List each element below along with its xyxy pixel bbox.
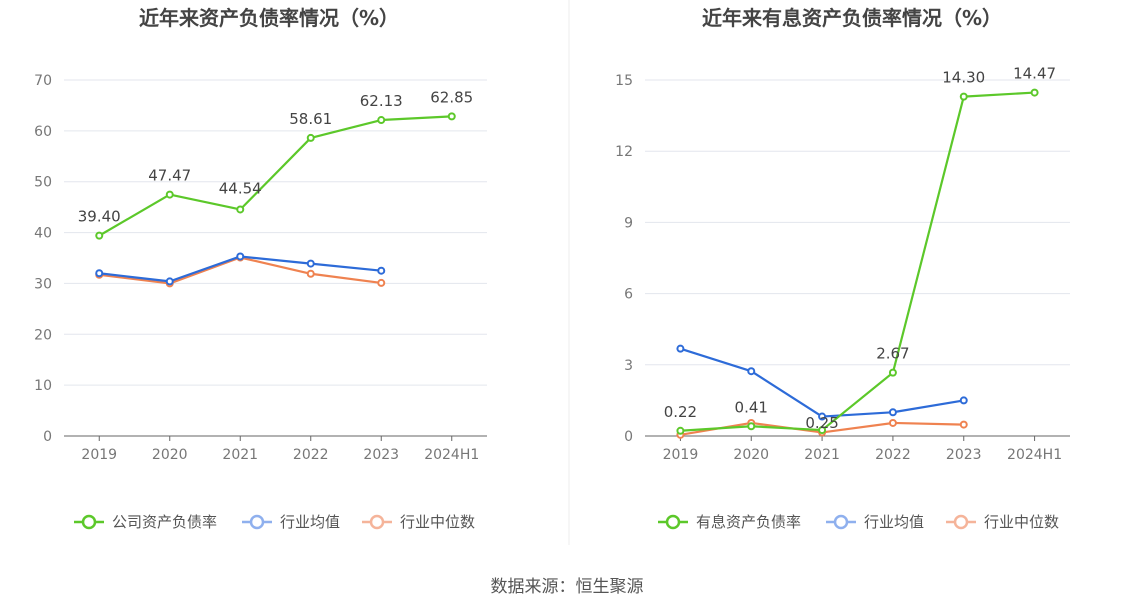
y-tick-label: 30 [34,276,52,292]
legend-swatch-marker [953,514,969,530]
data-point [959,92,968,101]
legend-swatch-marker [81,514,97,530]
data-point [306,269,315,278]
legend-swatch-marker [249,514,265,530]
x-tick-label: 2023 [946,447,982,463]
data-point [676,344,685,353]
data-point [959,396,968,405]
legend-item-1: 行业均值 [826,513,924,531]
data-point [236,252,245,261]
data-label: 14.30 [942,69,985,87]
series-line-0 [98,115,452,237]
y-tick-label: 20 [34,327,52,343]
y-tick-label: 40 [34,226,52,242]
data-point [236,205,245,214]
data-point [306,133,315,142]
y-tick-label: 3 [624,358,633,374]
data-label: 47.47 [148,167,191,185]
x-tick-label: 2020 [733,447,769,463]
legend-swatch-marker [665,514,681,530]
x-tick-label: 2022 [875,447,911,463]
legend-label: 有息资产负债率 [696,513,801,531]
data-label: 0.25 [805,414,838,432]
data-label: 2.67 [876,345,909,363]
legend-label: 行业均值 [280,513,340,531]
data-point [747,367,756,376]
data-point [377,116,386,125]
y-tick-label: 6 [624,287,633,303]
chart-title: 近年来有息资产负债率情况（%） [702,6,1002,30]
data-point [888,368,897,377]
legend-item-2: 行业中位数 [362,513,475,531]
legend-swatch-marker [369,514,385,530]
x-tick-label: 2021 [804,447,840,463]
data-label: 62.85 [430,88,473,106]
data-label: 0.22 [664,403,697,421]
data-point [165,277,174,286]
data-point [888,418,897,427]
x-tick-label: 2024H1 [1007,447,1062,463]
data-point [959,420,968,429]
x-tick-label: 2021 [222,447,258,463]
legend-label: 行业中位数 [400,513,475,531]
x-tick-label: 2022 [293,447,329,463]
data-point [1030,88,1039,97]
data-point [306,259,315,268]
chart-title: 近年来资产负债率情况（%） [139,6,399,30]
x-tick-label: 2020 [152,447,188,463]
series-line-0 [680,91,1035,432]
data-point [447,112,456,121]
x-tick-label: 2019 [81,447,117,463]
y-tick-label: 0 [43,429,52,445]
x-tick-label: 2024H1 [424,447,479,463]
data-label: 0.41 [735,398,768,416]
legend-item-0: 有息资产负债率 [658,513,801,531]
x-tick-label: 2023 [363,447,399,463]
data-point [747,422,756,431]
legend-item-2: 行业中位数 [946,513,1059,531]
legend-swatch-marker [833,514,849,530]
y-tick-label: 15 [615,73,633,89]
legend-label: 行业中位数 [984,513,1059,531]
legend-item-1: 行业均值 [242,513,340,531]
legend-label: 公司资产负债率 [112,513,217,531]
legend-label: 行业均值 [864,513,924,531]
x-tick-label: 2019 [663,447,699,463]
y-tick-label: 60 [34,124,52,140]
y-tick-label: 10 [34,378,52,394]
data-label: 58.61 [289,110,332,128]
data-point [95,231,104,240]
y-tick-label: 12 [615,144,633,160]
y-tick-label: 70 [34,73,52,89]
data-point [818,426,827,435]
series-line-1 [680,347,964,418]
chart-interest-debt-ratio: 近年来有息资产负债率情况（%） 0 3 6 9 12 15 2019 2020 2021 2022 2… [615,6,1070,531]
data-label: 44.54 [219,179,262,197]
data-point [377,278,386,287]
data-point [165,190,174,199]
data-point [377,266,386,275]
data-label: 39.40 [78,208,121,226]
data-label: 62.13 [360,92,403,110]
y-tick-label: 9 [624,215,633,231]
legend-item-0: 公司资产负债率 [74,513,217,531]
data-point [888,408,897,417]
y-tick-label: 0 [624,429,633,445]
data-point [818,412,827,421]
data-source-note: 数据来源：恒生聚源 [491,577,644,597]
data-point [676,426,685,435]
chart-debt-ratio: 近年来资产负债率情况（%） 0 10 20 30 40 50 60 70 2019 2020 2021… [34,6,487,531]
data-point [95,269,104,278]
y-tick-label: 50 [34,175,52,191]
data-label: 14.47 [1013,65,1056,83]
